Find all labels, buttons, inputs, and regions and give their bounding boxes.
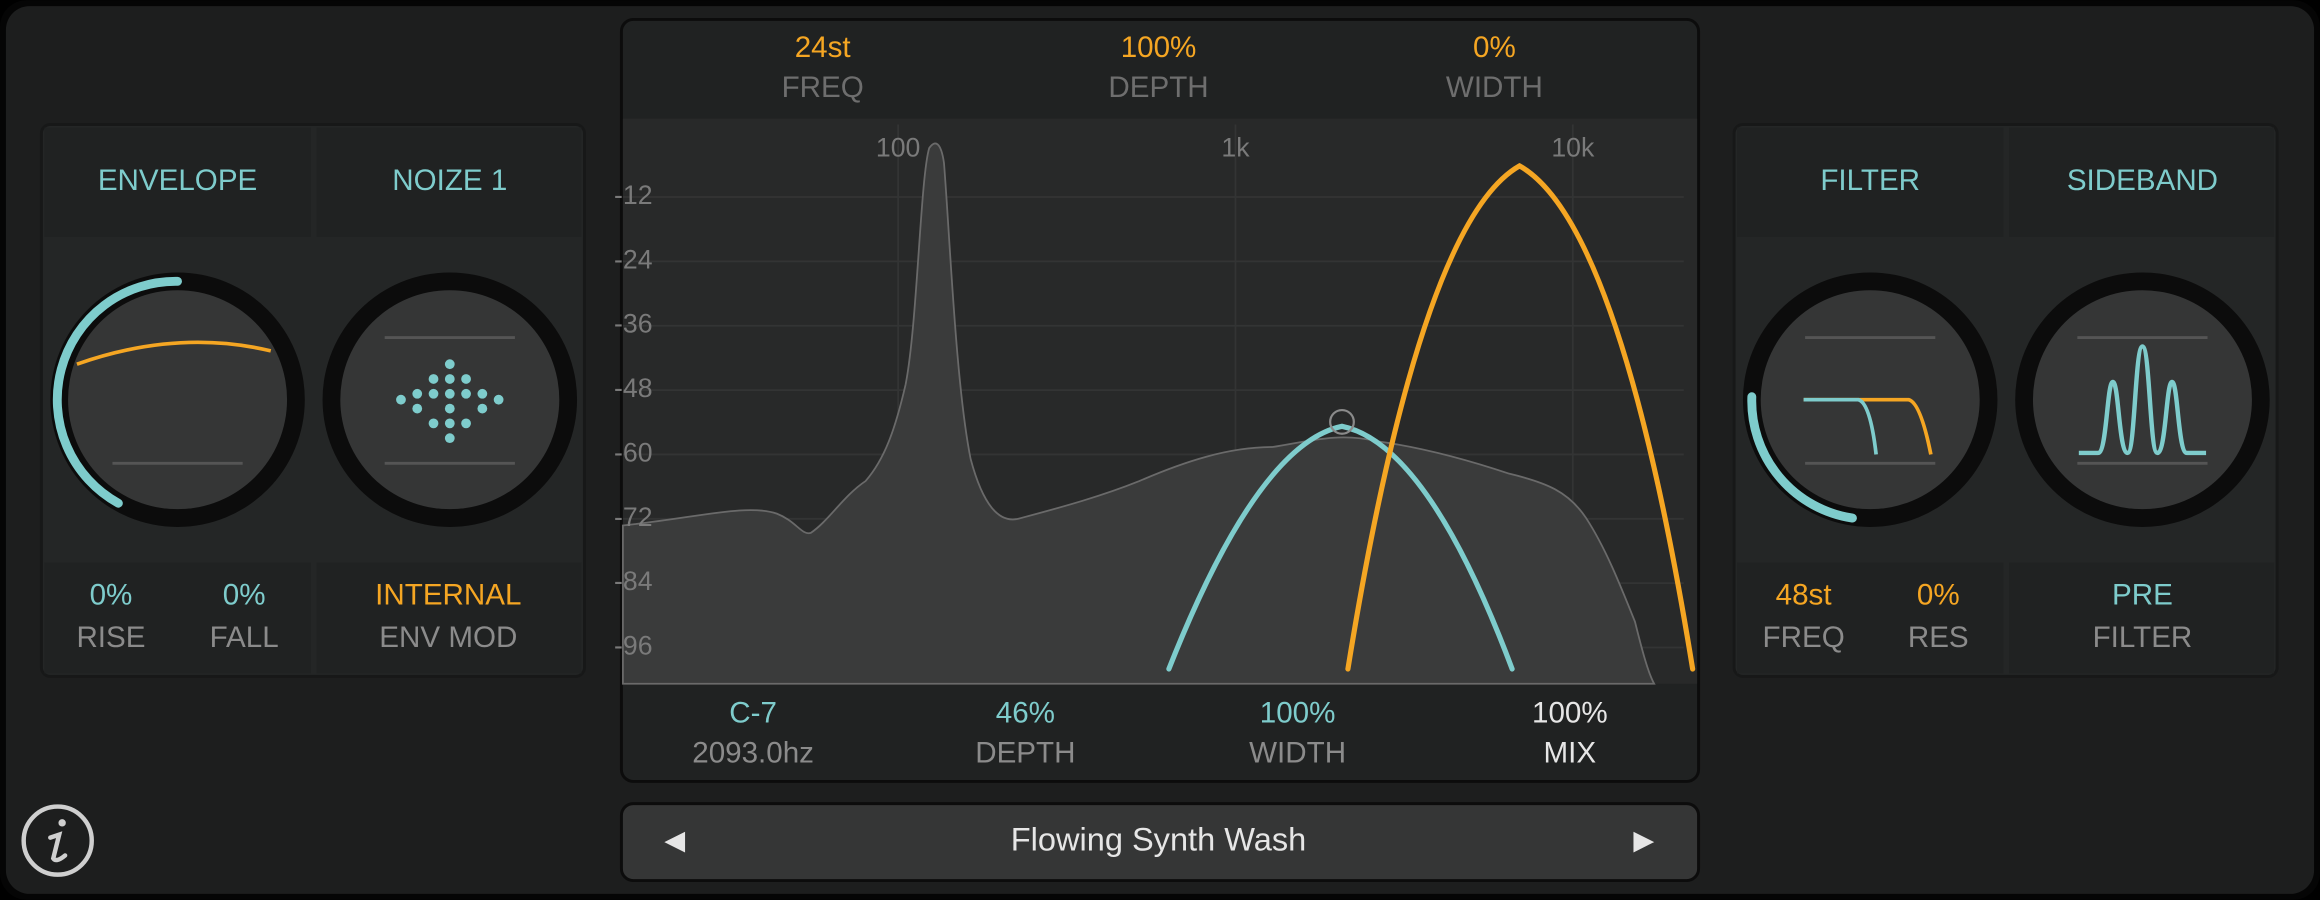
knob-face — [340, 290, 560, 510]
sideband-curve — [2078, 344, 2207, 456]
info-button[interactable] — [21, 804, 94, 877]
param-row — [2009, 562, 2275, 674]
db-label: -36 — [614, 309, 652, 339]
knob-face — [2032, 290, 2252, 510]
db-label: -24 — [614, 244, 653, 274]
filter-curve — [1803, 397, 1878, 455]
db-label: -72 — [614, 502, 652, 532]
param-value: 100% — [1121, 31, 1197, 64]
teal-curve — [1166, 423, 1515, 672]
param-row — [316, 562, 582, 674]
param-value: 100% — [1532, 697, 1608, 730]
param-row — [44, 562, 311, 674]
db-label: -84 — [614, 566, 653, 596]
param-value: PRE — [2112, 578, 2173, 611]
sideband-knob[interactable] — [2015, 272, 2270, 527]
param-label: RISE — [76, 621, 145, 654]
tab[interactable] — [2009, 127, 2275, 237]
param-label: WIDTH — [1249, 737, 1346, 770]
tab[interactable] — [44, 127, 311, 237]
param-label: DEPTH — [1108, 71, 1208, 104]
param-label: RES — [1908, 621, 1969, 654]
param-value: 0% — [223, 578, 266, 611]
info-circle — [21, 804, 94, 877]
param-label: 2093.0hz — [692, 737, 814, 770]
left-panel: ENVELOPE NOIZE 1 0% RISE — [39, 123, 586, 678]
envelope-curve — [76, 340, 272, 366]
param-label: FALL — [210, 621, 279, 654]
panel-bg — [39, 123, 586, 678]
tab-label: NOIZE 1 — [392, 164, 507, 197]
tab[interactable] — [1737, 127, 2004, 237]
param-label: ENV MOD — [379, 621, 517, 654]
preset-name[interactable]: Flowing Synth Wash — [1011, 822, 1306, 858]
freq-label: 1k — [1221, 133, 1250, 163]
filter-knob[interactable] — [1742, 272, 1998, 527]
handle[interactable] — [1329, 408, 1355, 435]
knob-face — [68, 290, 288, 510]
preset-bg — [619, 802, 1701, 883]
param-value: 0% — [1917, 578, 1960, 611]
db-label: -48 — [614, 373, 652, 403]
param-label: WIDTH — [1446, 71, 1543, 104]
center-panel: 100 1k 10k -12 -24 -36 -48 -60 -72 -84 -96 24st FREQ… — [614, 17, 1701, 783]
knob-arc — [52, 276, 182, 508]
tab-label: FILTER — [1820, 164, 1920, 197]
freq-label: 10k — [1551, 133, 1595, 163]
noise-dots — [396, 359, 504, 444]
param-label: FREQ — [782, 71, 864, 104]
center-texts: 100 1k 10k -12 -24 -36 -48 -60 -72 -84 -96 24st FREQ… — [614, 31, 1608, 770]
param-value: 0% — [1473, 31, 1516, 64]
param-value: 100% — [1260, 697, 1336, 730]
panel-bg — [1732, 123, 2279, 678]
param-value: INTERNAL — [375, 578, 521, 611]
prev-button[interactable] — [664, 831, 686, 853]
param-value: 0% — [90, 578, 133, 611]
param-label: FREQ — [1763, 621, 1845, 654]
filter-curve — [1803, 397, 1933, 455]
param-label: MIX — [1544, 737, 1597, 770]
next-button[interactable] — [1633, 831, 1655, 853]
param-label: DEPTH — [975, 737, 1075, 770]
orange-curve — [1345, 162, 1696, 672]
param-value: C-7 — [729, 697, 777, 730]
preset-bar: Flowing Synth Wash — [619, 802, 1701, 883]
freq-label: 100 — [876, 133, 920, 163]
noize-knob[interactable] — [322, 272, 578, 527]
info-stem — [48, 831, 68, 863]
param-value: 48st — [1776, 578, 1832, 611]
tab-label: SIDEBAND — [2067, 164, 2218, 197]
spectrum — [622, 142, 1656, 685]
tab-label: ENVELOPE — [98, 164, 257, 197]
param-row — [1737, 562, 2004, 674]
envelope-knob[interactable] — [50, 272, 305, 527]
db-label: -60 — [614, 437, 652, 467]
tab[interactable] — [316, 127, 582, 237]
db-label: -12 — [614, 180, 652, 210]
info-dot — [58, 819, 66, 827]
param-label: FILTER — [2093, 621, 2193, 654]
param-value: 24st — [795, 31, 851, 64]
param-value: 46% — [996, 697, 1055, 730]
knob-arc — [1747, 392, 1857, 523]
db-label: -96 — [614, 631, 652, 661]
right-panel: FILTER SIDEBAND 48st FREQ 0% RES PRE FIL… — [1732, 123, 2279, 678]
